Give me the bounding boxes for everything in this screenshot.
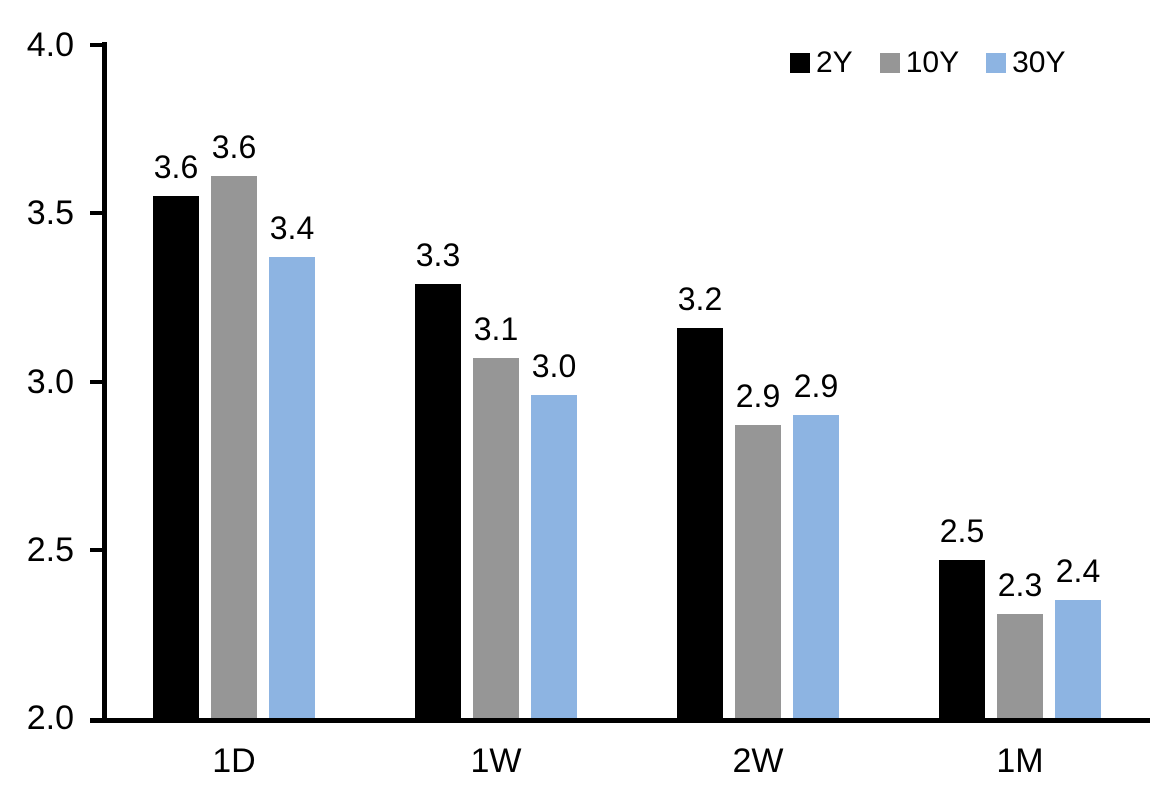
y-tick-label-2.0: 2.0 <box>26 699 74 737</box>
bar-30Y-2W <box>793 415 839 718</box>
bar-10Y-1M <box>997 613 1043 718</box>
bar-2Y-1D <box>153 196 199 718</box>
bar-label-2Y-2W: 3.2 <box>677 280 723 317</box>
legend-label-2Y: 2Y <box>816 46 853 79</box>
x-axis-line <box>90 718 1150 723</box>
bar-label-10Y-2W: 2.9 <box>735 378 781 415</box>
bar-label-2Y-1W: 3.3 <box>415 236 461 273</box>
legend-swatch-2Y <box>790 53 810 73</box>
bar-10Y-1W <box>473 357 519 718</box>
y-tick-label-2.5: 2.5 <box>26 530 74 569</box>
legend-label-10Y: 10Y <box>905 46 960 79</box>
legend: 2Y 10Y 30Y <box>790 46 1065 80</box>
bar-label-30Y-1D: 3.4 <box>269 209 315 246</box>
bar-2Y-1W <box>415 283 461 718</box>
x-axis-label-1W: 1W <box>470 742 522 780</box>
x-axis-label-1M: 1M <box>996 742 1044 780</box>
legend-item-2Y: 2Y <box>790 46 853 80</box>
bar-10Y-1D <box>211 176 257 718</box>
legend-swatch-10Y <box>879 53 900 73</box>
bar-label-30Y-1M: 2.4 <box>1055 553 1101 590</box>
bar-30Y-1W <box>531 394 577 718</box>
bar-30Y-1M <box>1055 600 1101 718</box>
y-tick-label-4.0: 4.0 <box>26 26 74 64</box>
bar-label-2Y-1D: 3.6 <box>153 149 199 186</box>
legend-item-10Y: 10Y <box>879 46 960 80</box>
bar-label-2Y-1M: 2.5 <box>939 512 985 549</box>
bar-label-30Y-2W: 2.9 <box>793 368 839 405</box>
y-tick-mark-2.5 <box>90 547 103 552</box>
x-axis-label-2W: 2W <box>732 742 784 780</box>
legend-label-30Y: 30Y <box>1012 46 1066 79</box>
bar-label-10Y-1M: 2.3 <box>997 566 1043 603</box>
bar-10Y-2W <box>735 425 781 718</box>
y-axis-line <box>102 42 107 723</box>
bar-label-30Y-1W: 3.0 <box>531 347 577 384</box>
bar-30Y-1D <box>269 256 315 718</box>
y-tick-mark-3.5 <box>90 211 103 216</box>
y-tick-label-3.5: 3.5 <box>26 194 74 233</box>
bar-label-10Y-1W: 3.1 <box>473 310 519 347</box>
legend-item-30Y: 30Y <box>986 46 1065 80</box>
bar-2Y-2W <box>677 327 723 718</box>
y-tick-label-3.0: 3.0 <box>26 362 74 401</box>
bar-label-10Y-1D: 3.6 <box>211 129 257 166</box>
bar-2Y-1M <box>939 559 985 718</box>
y-tick-mark-4.0 <box>90 43 103 47</box>
legend-swatch-30Y <box>986 53 1007 73</box>
y-tick-mark-3.0 <box>90 379 103 384</box>
x-axis-label-1D: 1D <box>212 742 256 780</box>
